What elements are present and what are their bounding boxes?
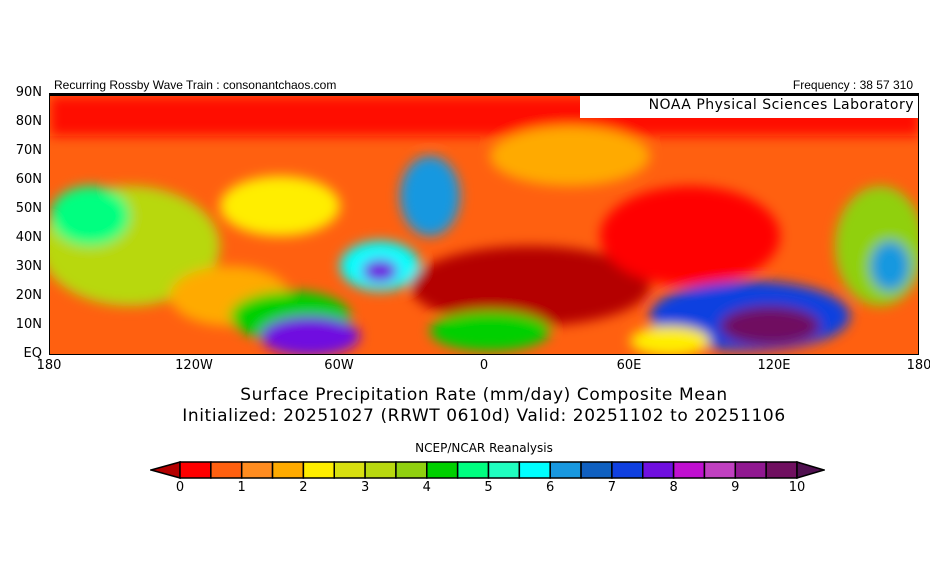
colorbar-box xyxy=(765,461,798,479)
lon-label: 60E xyxy=(616,358,642,373)
lat-label: 80N xyxy=(15,114,42,129)
colorbar-box xyxy=(611,461,644,479)
colorbar-box xyxy=(580,461,613,479)
colorbar-box xyxy=(703,461,737,479)
colorbar-box xyxy=(302,461,335,479)
colorbar-under-triangle xyxy=(150,461,181,479)
lat-label: 50N xyxy=(15,201,42,216)
colorbar-box xyxy=(333,461,366,479)
colorbar-box xyxy=(364,461,397,479)
colorbar-label: 2 xyxy=(299,480,308,495)
colorbar-box xyxy=(210,461,243,479)
colorbar xyxy=(150,460,825,480)
credit-label: NOAA Physical Sciences Laboratory xyxy=(580,96,918,118)
colorbar-label: 8 xyxy=(669,480,678,495)
colorbar-label: 1 xyxy=(237,480,246,495)
colorbar-box xyxy=(487,461,521,479)
lat-label: 20N xyxy=(15,288,42,303)
lat-label: EQ xyxy=(23,346,42,361)
top-rule xyxy=(49,93,919,95)
lon-label: 120E xyxy=(757,358,791,373)
data-source: NCEP/NCAR Reanalysis xyxy=(415,441,553,455)
chart-subtitle: Initialized: 20251027 (RRWT 0610d) Valid… xyxy=(182,406,786,426)
lat-label: 40N xyxy=(15,230,42,245)
lat-label: 10N xyxy=(15,317,42,332)
lat-label: 70N xyxy=(15,143,42,158)
colorbar-label: 10 xyxy=(788,480,806,495)
colorbar-label: 5 xyxy=(484,480,493,495)
colorbar-box xyxy=(672,461,706,479)
colorbar-label: 6 xyxy=(546,480,555,495)
lat-label: 60N xyxy=(15,172,42,187)
colorbar-box xyxy=(518,461,551,479)
lon-label: 0 xyxy=(479,358,489,373)
colorbar-box xyxy=(456,461,490,479)
lon-label: 60W xyxy=(324,358,354,373)
map-field xyxy=(50,96,918,354)
precipitation-map xyxy=(49,95,919,355)
colorbar-box xyxy=(426,461,459,479)
colorbar-box xyxy=(642,461,675,479)
colorbar-label: 7 xyxy=(607,480,617,495)
colorbar-box xyxy=(179,461,212,479)
lon-label: 120W xyxy=(175,358,213,373)
colorbar-label: 3 xyxy=(360,480,370,495)
lat-label: 30N xyxy=(15,259,42,274)
colorbar-box xyxy=(395,461,428,479)
lon-label: 180 xyxy=(36,358,62,373)
lon-label: 180 xyxy=(906,358,930,373)
colorbar-over-triangle xyxy=(796,460,825,480)
colorbar-label: 0 xyxy=(175,480,185,495)
chart-title: Surface Precipitation Rate (mm/day) Comp… xyxy=(240,385,728,405)
colorbar-box xyxy=(734,461,767,479)
colorbar-label: 4 xyxy=(422,480,431,495)
header-right: Frequency : 38 57 310 xyxy=(792,78,913,92)
colorbar-label: 9 xyxy=(731,480,740,495)
colorbar-box xyxy=(549,461,582,479)
lat-label: 90N xyxy=(15,85,42,100)
colorbar-box xyxy=(271,461,305,479)
colorbar-box xyxy=(240,461,274,479)
header-left: Recurring Rossby Wave Train : consonantc… xyxy=(54,78,337,92)
